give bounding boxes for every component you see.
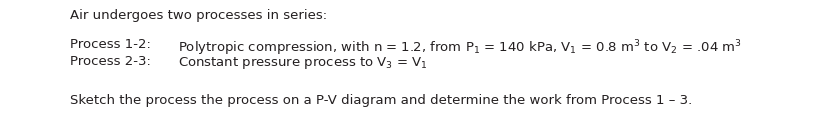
Text: Constant pressure process to V$_3$ = V$_1$: Constant pressure process to V$_3$ = V$_… [178, 55, 428, 71]
Text: Air undergoes two processes in series:: Air undergoes two processes in series: [70, 9, 327, 22]
Text: Process 2-3:: Process 2-3: [70, 55, 151, 68]
Text: Process 1-2:: Process 1-2: [70, 38, 151, 51]
Text: Sketch the process the process on a P-V diagram and determine the work from Proc: Sketch the process the process on a P-V … [70, 94, 692, 107]
Text: Polytropic compression, with n = 1.2, from P$_1$ = 140 kPa, V$_1$ = 0.8 m$^3$ to: Polytropic compression, with n = 1.2, fr… [178, 38, 741, 58]
